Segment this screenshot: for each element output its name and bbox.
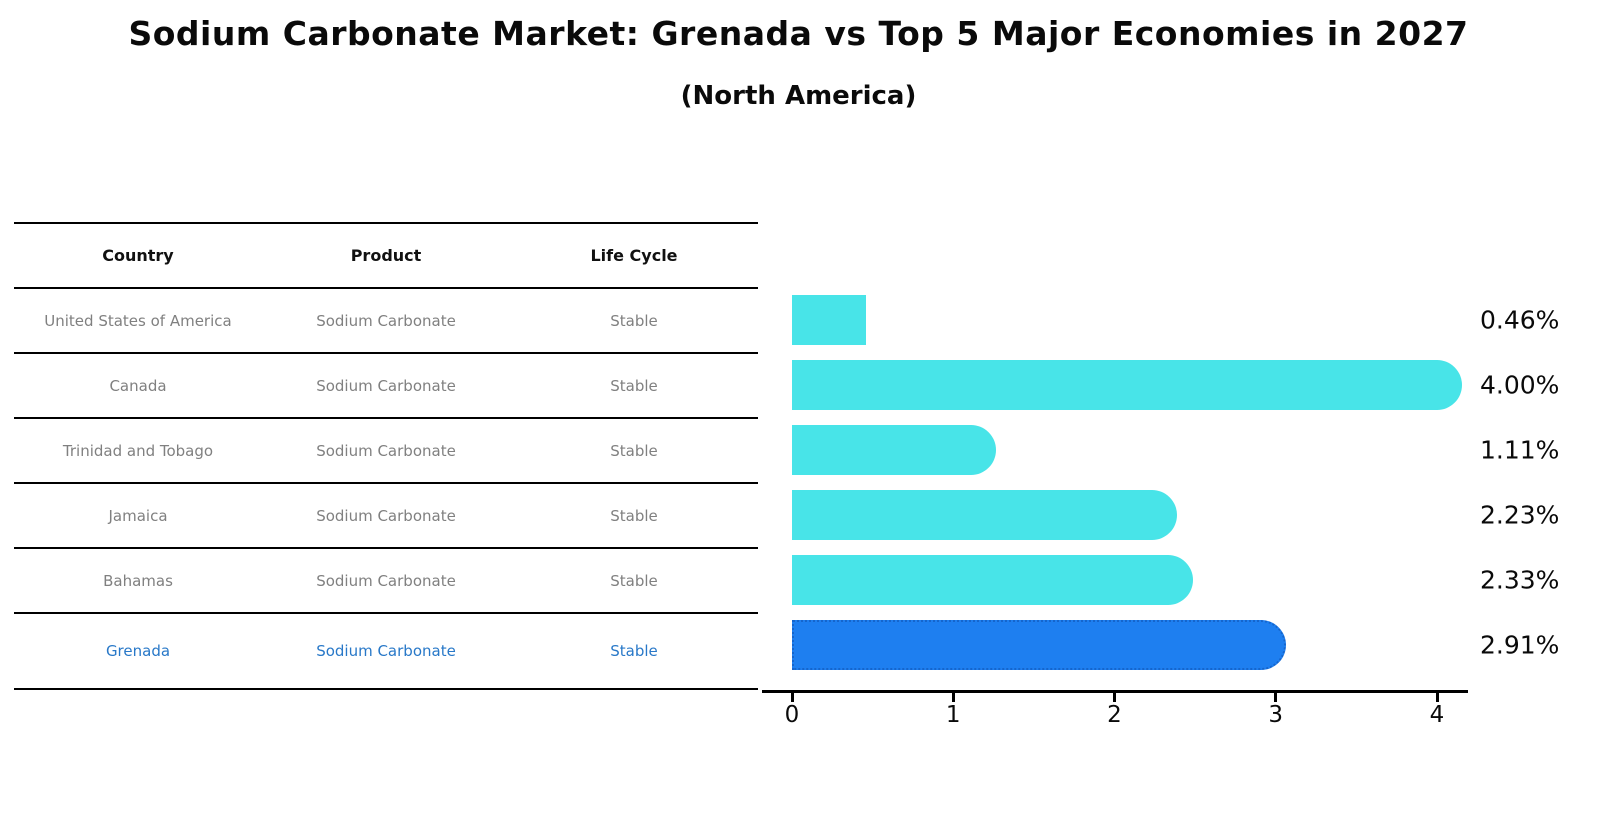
x-axis-tick-label: 4 <box>1429 702 1445 728</box>
table-row: Trinidad and Tobago Sodium Carbonate Sta… <box>14 419 758 484</box>
table-row: Bahamas Sodium Carbonate Stable <box>14 549 758 614</box>
x-axis-line <box>762 690 1468 693</box>
cell-life-cycle: Stable <box>610 506 658 525</box>
bar <box>792 555 1193 605</box>
table-row: Jamaica Sodium Carbonate Stable <box>14 484 758 549</box>
x-axis-tick-label: 2 <box>1107 702 1122 728</box>
cell-life-cycle: Stable <box>610 311 658 330</box>
x-axis-tick <box>1435 693 1439 702</box>
cell-product: Sodium Carbonate <box>316 506 456 525</box>
figure-subtitle: (North America) <box>680 81 917 111</box>
bar-value-label: 2.91% <box>1480 630 1560 660</box>
x-axis-tick <box>1274 693 1278 702</box>
table-row: United States of America Sodium Carbonat… <box>14 289 758 354</box>
x-axis-tick-label: 3 <box>1268 702 1284 728</box>
cell-product: Sodium Carbonate <box>316 642 456 660</box>
x-axis-tick-label: 0 <box>784 702 800 728</box>
bar-value-label: 2.23% <box>1480 500 1560 530</box>
cell-product: Sodium Carbonate <box>316 571 456 590</box>
table-header-row: Country Product Life Cycle <box>14 224 758 289</box>
cell-life-cycle: Stable <box>610 571 658 590</box>
cell-country: Grenada <box>105 642 171 660</box>
x-axis-tick <box>1113 693 1116 702</box>
table-row-highlight: Grenada Sodium Carbonate Stable <box>14 614 758 690</box>
column-header-product: Product <box>350 246 422 265</box>
cell-country: Canada <box>109 376 167 395</box>
bar <box>792 425 996 475</box>
cell-life-cycle: Stable <box>610 441 658 460</box>
cell-country: Jamaica <box>108 506 168 525</box>
bar-value-label: 0.46% <box>1480 305 1560 335</box>
cell-country: Trinidad and Tobago <box>62 441 214 460</box>
column-header-country: Country <box>102 246 174 265</box>
cell-country: United States of America <box>44 311 232 330</box>
x-axis-tick <box>951 693 955 702</box>
cell-product: Sodium Carbonate <box>316 376 456 395</box>
figure-title: Sodium Carbonate Market: Grenada vs Top … <box>128 14 1469 53</box>
bar <box>792 360 1462 410</box>
bar-highlight <box>792 620 1287 670</box>
bar-value-label: 2.33% <box>1480 565 1560 595</box>
country-table: Country Product Life Cycle United States… <box>14 222 758 690</box>
bar-value-label: 1.11% <box>1480 435 1560 465</box>
cell-life-cycle: Stable <box>610 642 658 660</box>
cell-country: Bahamas <box>103 571 173 590</box>
x-axis-tick <box>790 693 794 702</box>
x-axis-tick-label: 1 <box>945 702 961 728</box>
bar <box>792 295 867 345</box>
bar <box>792 490 1177 540</box>
bar-value-label: 4.00% <box>1480 370 1560 400</box>
table-row: Canada Sodium Carbonate Stable <box>14 354 758 419</box>
cell-product: Sodium Carbonate <box>316 441 456 460</box>
cell-product: Sodium Carbonate <box>316 311 456 330</box>
cell-life-cycle: Stable <box>610 376 658 395</box>
column-header-life-cycle: Life Cycle <box>590 246 678 265</box>
